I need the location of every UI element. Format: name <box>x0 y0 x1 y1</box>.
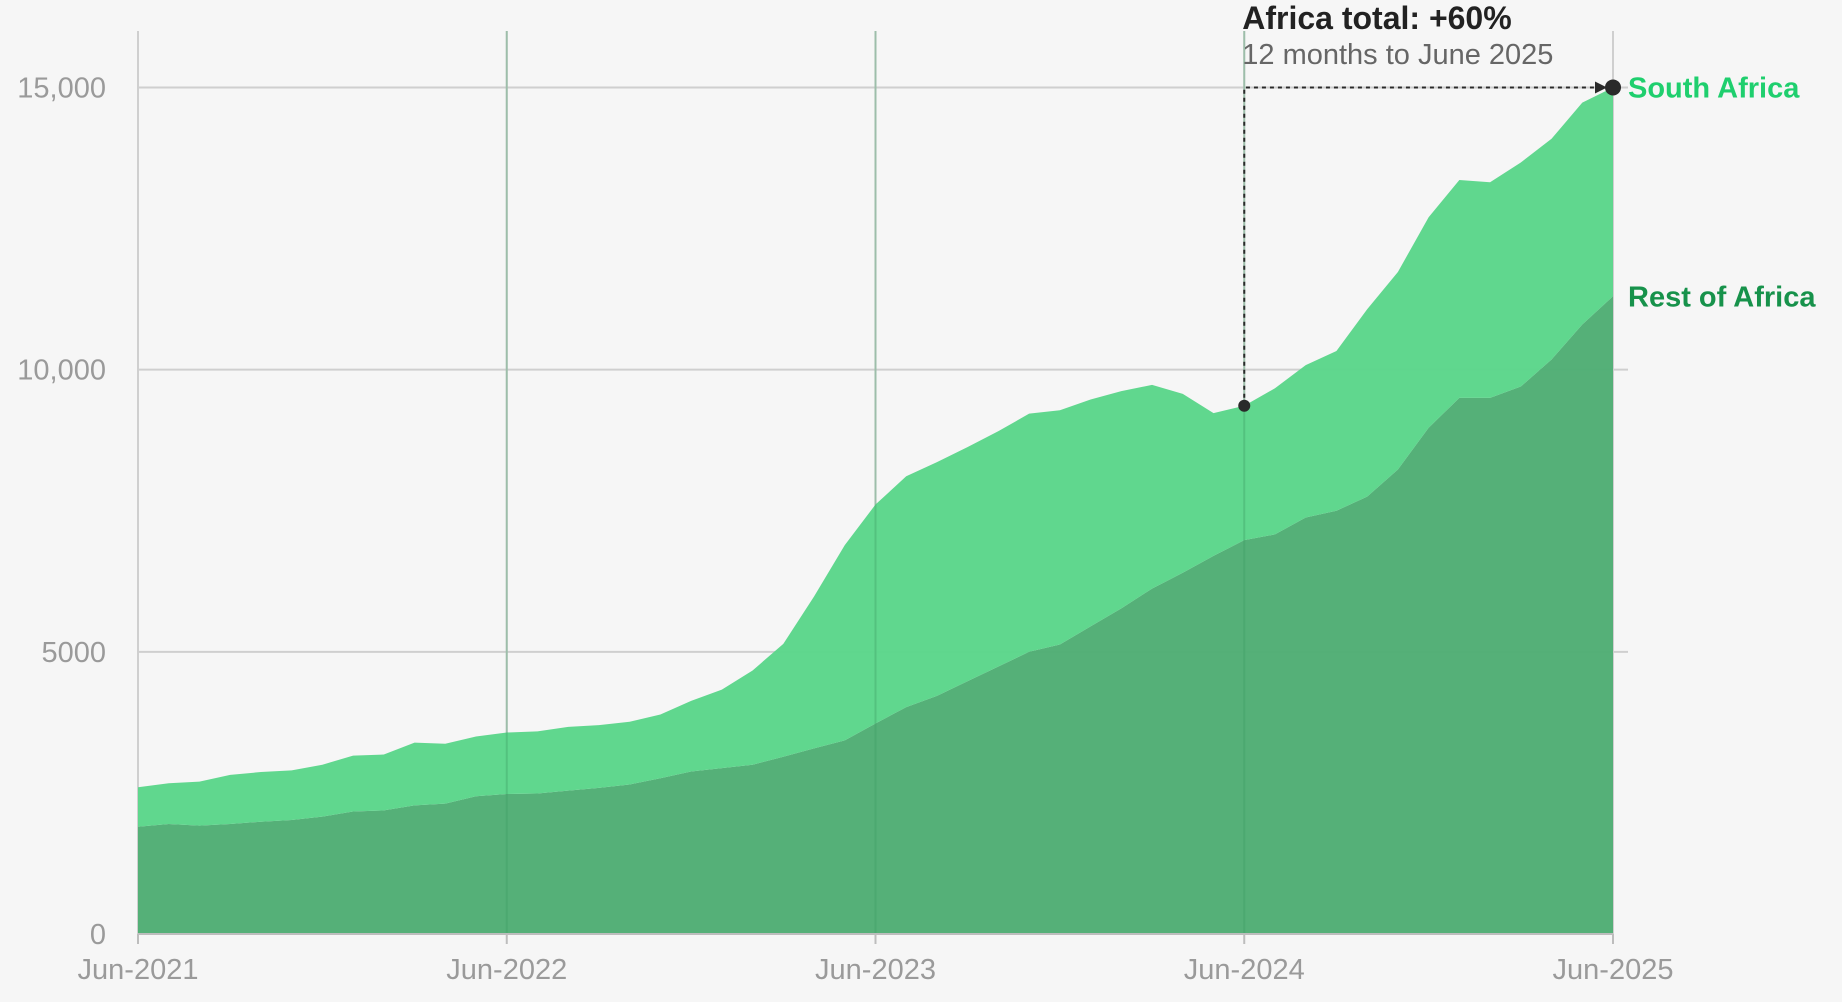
x-tick-label: Jun-2025 <box>1553 954 1674 986</box>
axes: 0 5000 10,000 15,000 Jun-2021 Jun-2022 Jun-202… <box>17 72 1673 986</box>
annotation-end-marker <box>1605 79 1621 96</box>
x-tick-label: Jun-2023 <box>815 954 936 986</box>
annotation-subtitle: 12 months to June 2025 <box>1242 39 1553 71</box>
x-tick-label: Jun-2024 <box>1184 954 1305 986</box>
series-label-rest-of-africa: Rest of Africa <box>1628 281 1816 313</box>
x-tick-label: Jun-2021 <box>78 954 199 986</box>
area-series <box>138 31 1613 934</box>
x-tick-label: Jun-2022 <box>446 954 567 986</box>
area-south-africa <box>138 87 1613 827</box>
y-tick-label: 5000 <box>41 637 106 669</box>
y-tick-label: 10,000 <box>17 355 106 387</box>
series-labels: South Africa Rest of Africa <box>1628 72 1816 313</box>
annotation-connector <box>1243 86 1599 406</box>
y-tick-label: 15,000 <box>17 72 106 104</box>
area-rest-of-africa <box>138 296 1613 934</box>
annotation-title: Africa total: +60% <box>1242 0 1511 36</box>
y-tick-label: 0 <box>90 919 106 951</box>
annotation-arrowhead <box>1595 81 1607 94</box>
series-label-south-africa: South Africa <box>1628 72 1800 104</box>
annotation-start-marker <box>1238 399 1251 412</box>
annotation: Africa total: +60% 12 months to June 202… <box>1238 0 1621 412</box>
